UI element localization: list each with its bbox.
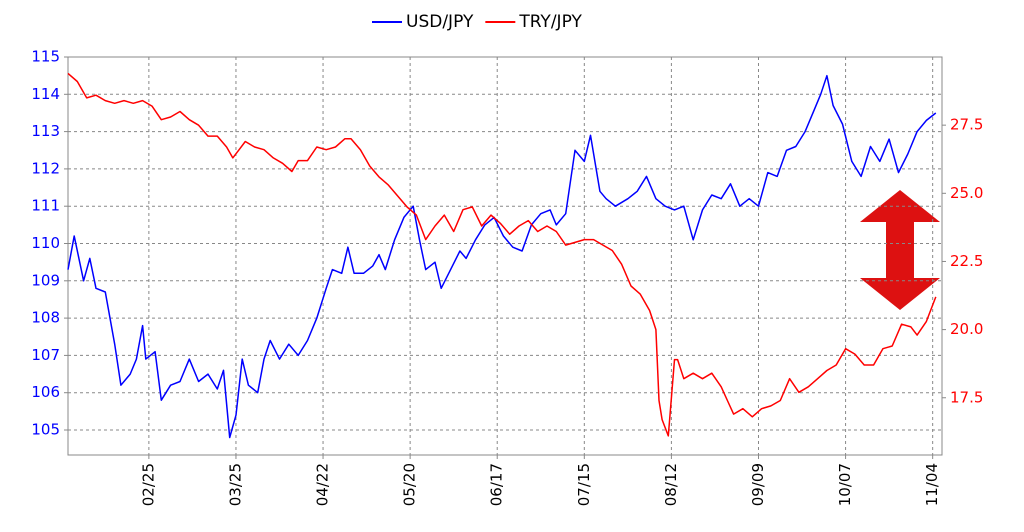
y2-tick-label: 25.0	[950, 184, 983, 202]
x-tick-label: 02/25	[139, 463, 157, 506]
x-tick-label: 10/07	[836, 463, 854, 506]
x-tick-label: 11/04	[923, 463, 941, 506]
legend-label: TRY/JPY	[518, 12, 582, 32]
y2-tick-label: 27.5	[950, 116, 983, 134]
legend-label: USD/JPY	[406, 12, 474, 32]
y-tick-label: 108	[31, 309, 60, 327]
y-tick-label: 110	[31, 234, 60, 252]
y-tick-label: 109	[31, 271, 60, 289]
y2-tick-label: 17.5	[950, 388, 983, 406]
y-tick-label: 112	[31, 159, 60, 177]
plot-frame	[67, 56, 943, 456]
y-tick-label: 113	[31, 122, 60, 140]
x-tick-label: 08/12	[662, 463, 680, 506]
x-tick-label: 04/22	[314, 463, 332, 506]
double-arrow	[860, 190, 940, 310]
x-tick-label: 07/15	[575, 463, 593, 506]
y-tick-label: 106	[31, 383, 60, 401]
y-tick-label: 107	[31, 346, 60, 364]
arrow-shape	[860, 190, 940, 310]
series-line	[67, 74, 937, 439]
series-line	[67, 72, 937, 437]
y2-tick-label: 22.5	[950, 252, 983, 270]
y-tick-label: 114	[31, 85, 60, 103]
y-tick-label: 115	[31, 48, 60, 66]
x-tick-label: 09/09	[749, 463, 767, 506]
x-tick-label: 05/20	[401, 463, 419, 506]
y-tick-label: 105	[31, 421, 60, 439]
y-tick-label: 111	[31, 197, 60, 215]
y2-tick-label: 20.0	[950, 320, 983, 338]
x-tick-label: 06/17	[488, 463, 506, 506]
legend: USD/JPY TRY/JPY	[372, 12, 582, 32]
x-tick-label: 03/25	[226, 463, 244, 506]
